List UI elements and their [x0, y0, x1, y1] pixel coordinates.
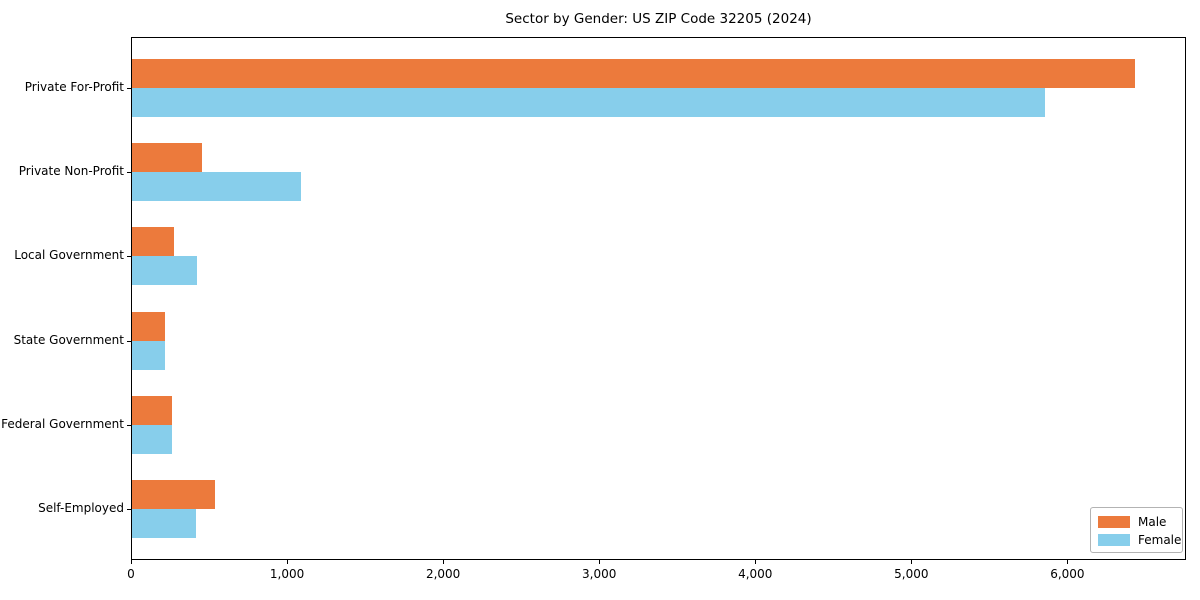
x-tick-4000 [755, 560, 757, 564]
legend: Male Female [1090, 507, 1183, 553]
y-tick-local-government [127, 256, 131, 258]
legend-label-female: Female [1138, 532, 1182, 547]
bar-male-private-for-profit [132, 59, 1135, 88]
y-category-label-federal-government: Federal Government [1, 416, 124, 431]
x-tick-label-4000: 4,000 [738, 567, 773, 581]
y-tick-private-non-profit [127, 172, 131, 174]
bar-female-self-employed [132, 509, 196, 538]
x-tick-6000 [1067, 560, 1069, 564]
x-tick-2000 [443, 560, 445, 564]
y-category-label-private-for-profit: Private For-Profit [24, 80, 124, 94]
x-tick-5000 [911, 560, 913, 564]
bar-female-local-government [132, 256, 197, 286]
y-category-label-private-non-profit: Private Non-Profit [18, 164, 124, 179]
legend-item-female: Female [1098, 531, 1181, 548]
x-tick-label-3000: 3,000 [582, 567, 617, 581]
bar-male-state-government [132, 311, 165, 341]
y-tick-self-employed [127, 509, 131, 510]
plot-area [131, 37, 1186, 560]
legend-swatch-male [1098, 515, 1130, 528]
bar-male-private-non-profit [132, 143, 202, 173]
y-tick-private-for-profit [127, 88, 131, 89]
y-category-label-self-employed: Self-Employed [38, 501, 124, 515]
x-tick-label-0: 0 [127, 567, 135, 581]
legend-item-male: Male [1098, 513, 1175, 530]
bar-female-private-for-profit [132, 88, 1045, 117]
x-tick-1000 [287, 560, 289, 564]
y-category-label-state-government: State Government [13, 332, 124, 347]
x-tick-label-2000: 2,000 [425, 567, 461, 581]
y-tick-state-government [127, 340, 131, 342]
bar-female-federal-government [132, 424, 172, 454]
bar-male-self-employed [132, 480, 215, 509]
bar-male-federal-government [132, 395, 172, 425]
y-category-label-local-government: Local Government [14, 248, 124, 263]
chart-title: Sector by Gender: US ZIP Code 32205 (202… [505, 11, 812, 27]
legend-label-male: Male [1138, 514, 1167, 529]
x-tick-label-1000: 1,000 [269, 567, 305, 581]
legend-swatch-female [1098, 533, 1130, 546]
y-tick-federal-government [127, 424, 131, 426]
x-tick-0 [131, 560, 132, 564]
bar-female-state-government [132, 340, 165, 370]
x-tick-label-6000: 6,000 [1050, 567, 1085, 581]
x-tick-3000 [599, 560, 601, 564]
x-tick-label-5000: 5,000 [894, 567, 929, 581]
bar-male-local-government [132, 227, 174, 257]
bar-female-private-non-profit [132, 172, 301, 202]
